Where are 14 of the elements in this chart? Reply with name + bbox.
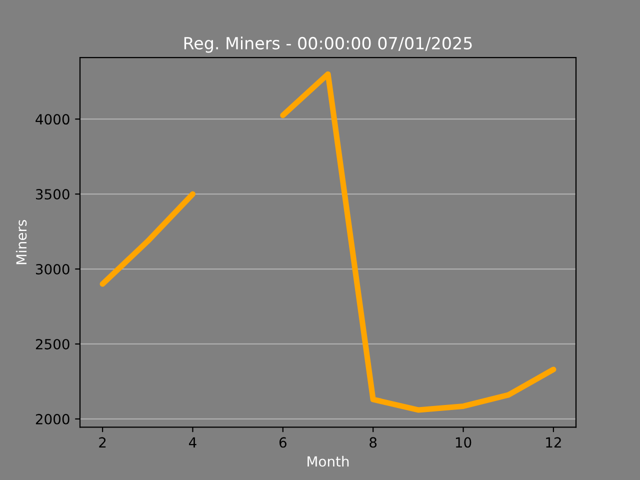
x-tick-label: 6 [279,437,286,448]
y-tick-label: 3500 [36,189,70,200]
chart-title: Reg. Miners - 00:00:00 07/01/2025 [184,36,472,53]
x-tick-label: 8 [370,437,377,448]
x-tick-label: 12 [546,437,561,448]
x-tick-label: 2 [99,437,106,448]
y-tick-label: 4000 [36,114,70,125]
y-tick-label: 2000 [36,414,70,424]
y-axis-title: Miners [16,220,27,264]
x-tick-label: 4 [188,437,196,448]
x-tick-label: 10 [456,437,472,448]
y-tick-label: 2500 [36,338,70,350]
x-axis-title: Month [308,456,349,467]
y-tick-label: 3000 [36,264,70,274]
